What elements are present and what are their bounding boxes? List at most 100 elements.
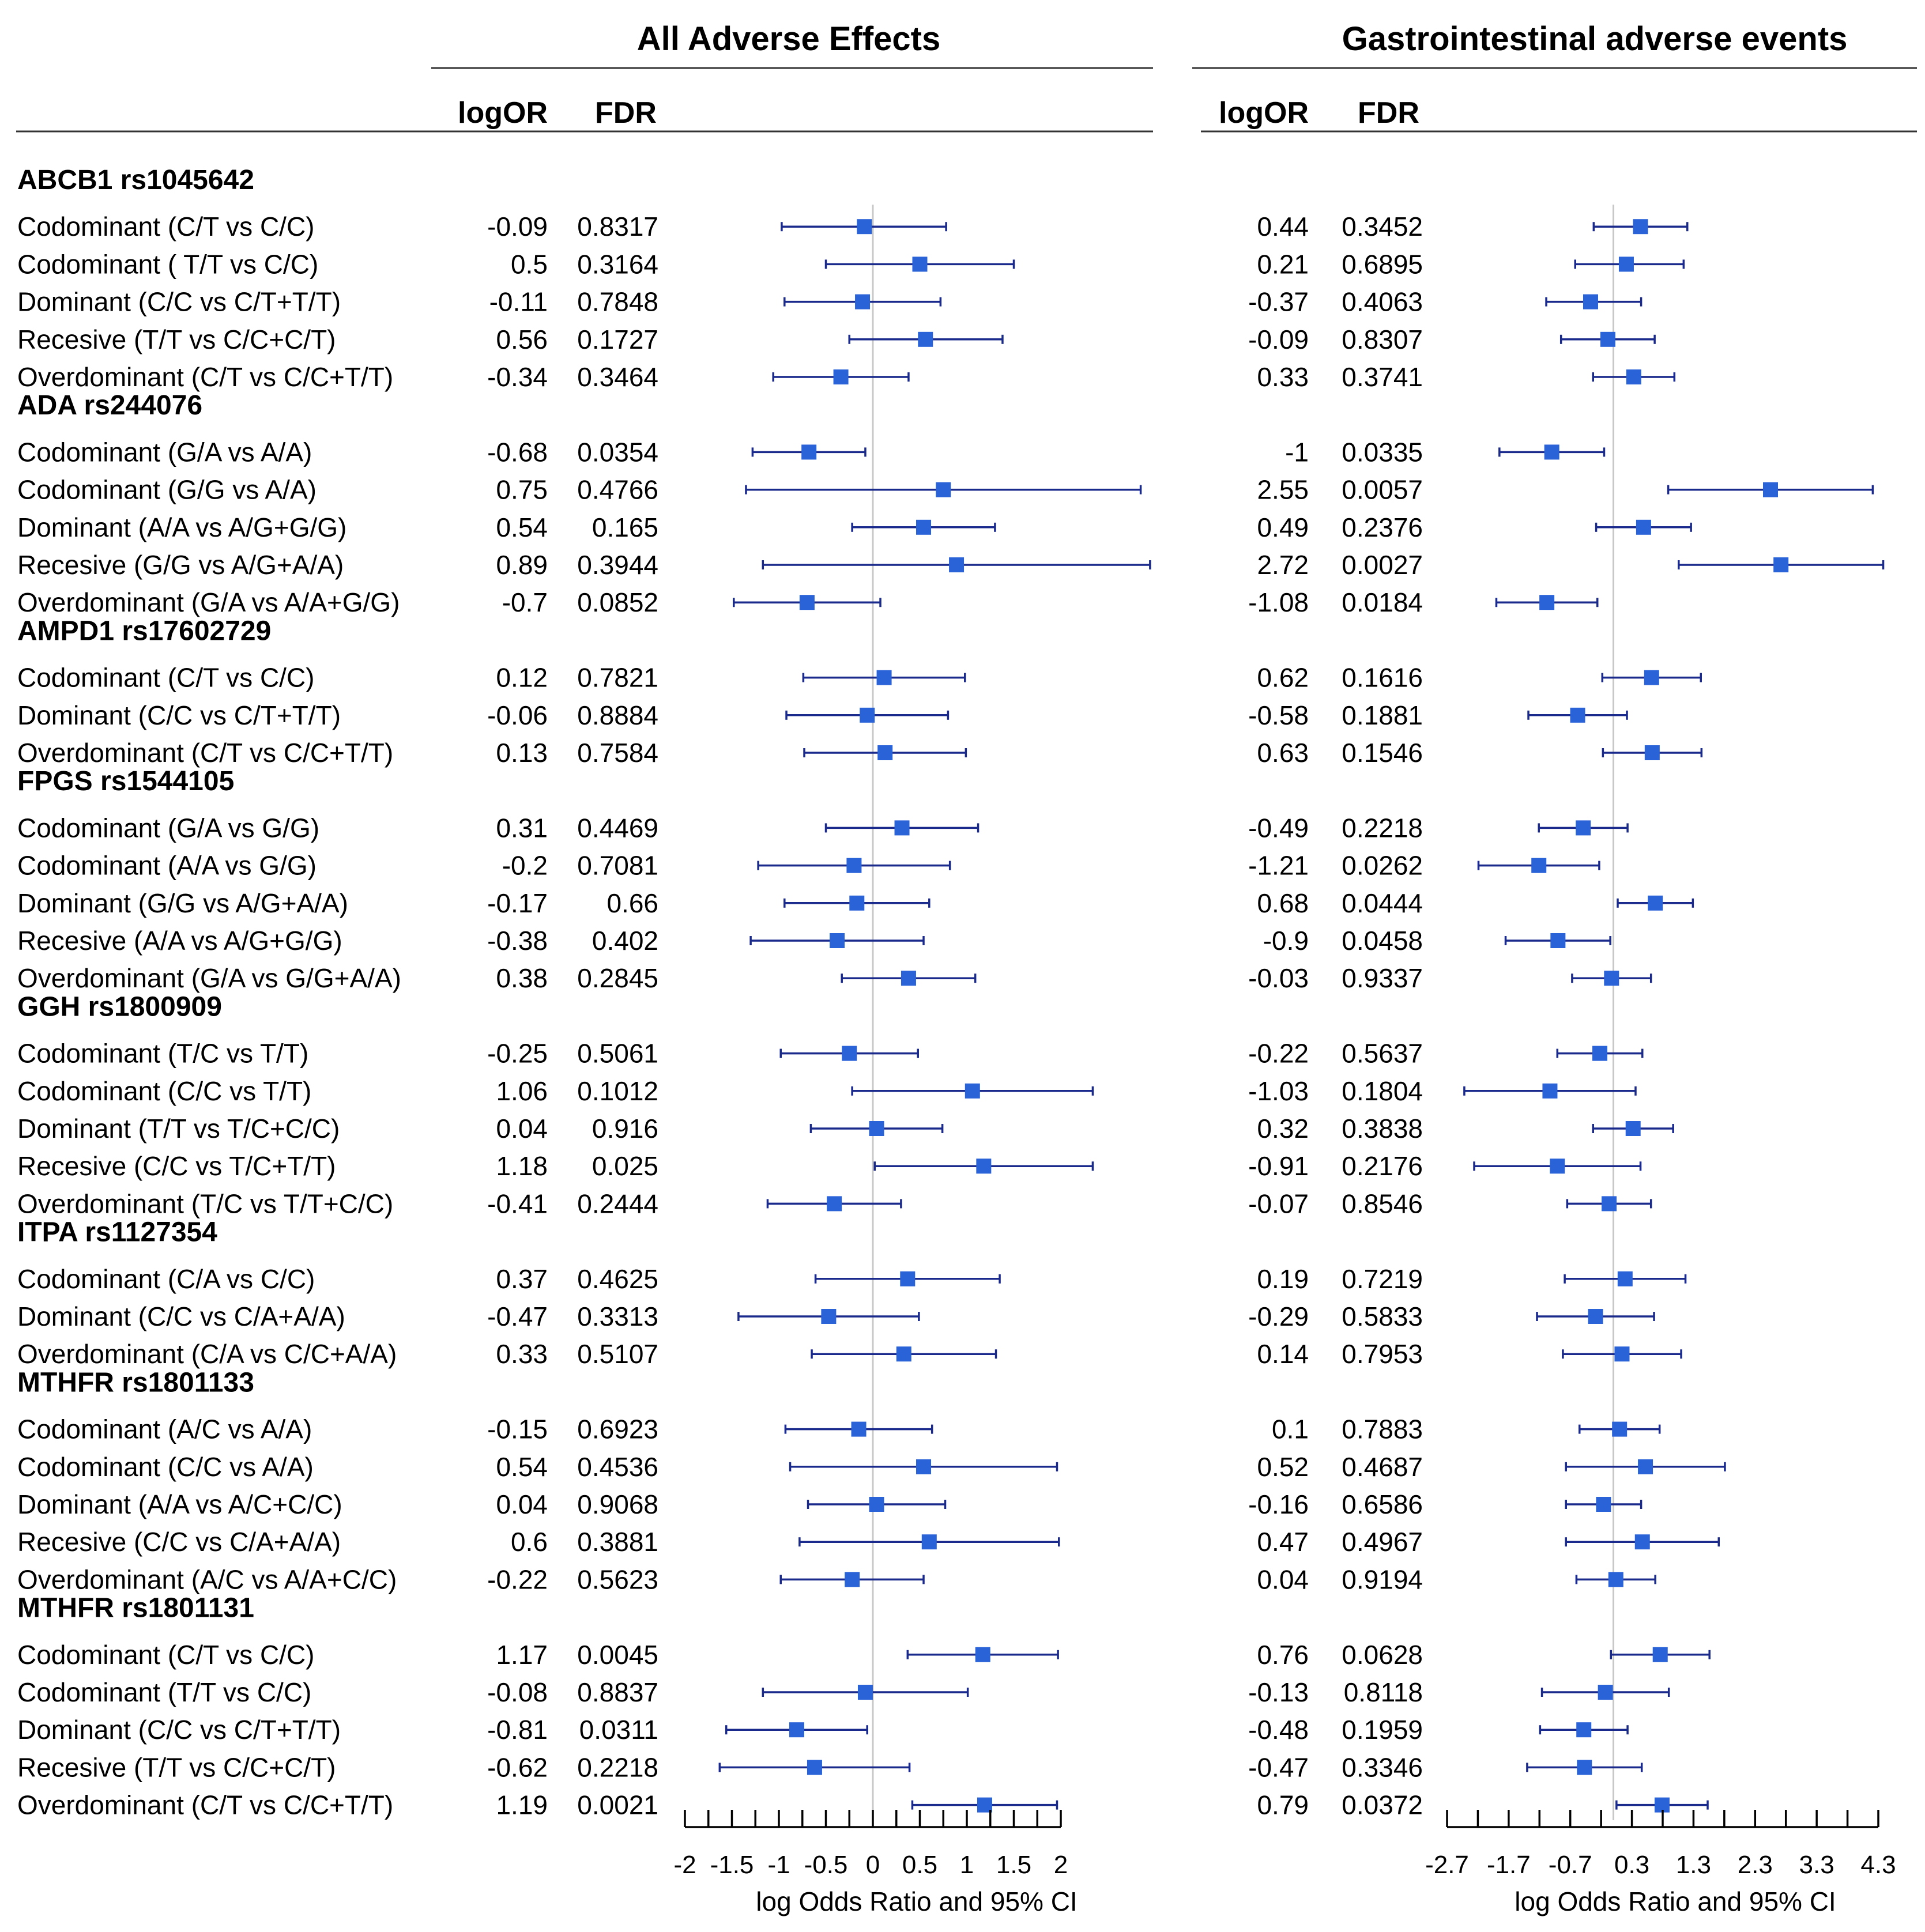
- fdr-value: 0.7883: [1342, 1414, 1423, 1444]
- row-label: Codominant (T/T vs C/C): [17, 1677, 311, 1707]
- point-estimate-marker: [1614, 1346, 1630, 1362]
- point-estimate-marker: [916, 1459, 932, 1474]
- row-label: Recesive (T/T vs C/C+C/T): [17, 1752, 336, 1782]
- point-estimate-marker: [1633, 219, 1648, 235]
- logor-value: -0.07: [1248, 1188, 1309, 1218]
- point-estimate-marker: [801, 444, 817, 460]
- logor-value: -0.81: [487, 1715, 548, 1745]
- point-estimate-marker: [1618, 256, 1634, 272]
- point-estimate-marker: [965, 1083, 980, 1099]
- col-header-fdr-left: FDR: [595, 96, 657, 130]
- logor-value: -0.25: [487, 1039, 548, 1069]
- point-estimate-marker: [842, 1046, 857, 1061]
- tick-label: -1.7: [1487, 1851, 1531, 1879]
- row-label: Codominant (C/T vs C/C): [17, 663, 315, 693]
- row-label: Overdominant (C/A vs C/C+A/A): [17, 1339, 397, 1369]
- logor-value: 0.04: [496, 1489, 548, 1519]
- row-label: Recesive (T/T vs C/C+C/T): [17, 324, 336, 354]
- point-estimate-marker: [1608, 1572, 1623, 1587]
- fdr-value: 0.0354: [577, 437, 658, 467]
- fdr-value: 0.2845: [577, 963, 658, 993]
- fdr-value: 0.66: [606, 888, 658, 918]
- row-label: Codominant (C/T vs C/C): [17, 212, 315, 242]
- x-axis-gastrointestinal: -2.7 -1.7 -0.7 0.3 1.3 2.3 3.3 4.3: [1425, 1810, 1896, 1879]
- fdr-value: 0.3944: [577, 550, 658, 580]
- gene-label: AMPD1 rs17602729: [17, 616, 271, 646]
- row-label: Recesive (C/C vs T/C+T/T): [17, 1151, 336, 1181]
- row-label: Dominant (G/G vs A/G+A/A): [17, 888, 348, 918]
- point-estimate-marker: [912, 256, 928, 272]
- fdr-value: 0.6895: [1342, 249, 1423, 279]
- x-axis-title-left: log Odds Ratio and 95% CI: [756, 1886, 1077, 1916]
- fdr-value: 0.0335: [1342, 437, 1423, 467]
- point-estimate-marker: [975, 1647, 990, 1662]
- point-estimate-marker: [869, 1121, 884, 1136]
- logor-value: 0.75: [496, 475, 548, 505]
- row-label: Recesive (C/C vs C/A+A/A): [17, 1527, 341, 1557]
- fdr-value: 0.4766: [577, 475, 658, 505]
- logor-value: 0.14: [1257, 1339, 1309, 1369]
- point-estimate-marker: [1550, 1159, 1565, 1174]
- gene-label: MTHFR rs1801133: [17, 1367, 254, 1398]
- logor-value: -0.68: [487, 437, 548, 467]
- point-estimate-marker: [918, 331, 933, 347]
- logor-value: -0.37: [1248, 287, 1309, 317]
- logor-value: -1: [1285, 437, 1309, 467]
- fdr-value: 0.1959: [1342, 1715, 1423, 1745]
- logor-value: -0.48: [1248, 1715, 1309, 1745]
- logor-value: -0.62: [487, 1752, 548, 1782]
- point-estimate-marker: [1773, 557, 1789, 572]
- fdr-value: 0.7584: [577, 738, 658, 768]
- row-label: Overdominant (C/T vs C/C+T/T): [17, 738, 393, 768]
- fdr-value: 0.0852: [577, 587, 658, 617]
- fdr-value: 0.3346: [1342, 1752, 1423, 1782]
- tick-label: -2: [673, 1851, 696, 1879]
- logor-value: 0.52: [1257, 1452, 1309, 1482]
- tick-label: -0.5: [804, 1851, 848, 1879]
- point-estimate-marker: [1588, 1309, 1603, 1324]
- point-estimate-marker: [799, 595, 815, 610]
- point-estimate-marker: [877, 745, 893, 760]
- x-axis-all-adverse: -2 -1.5 -1 -0.5 0 0.5 1 1.5 2: [673, 1810, 1068, 1879]
- point-estimate-marker: [1592, 1046, 1608, 1061]
- tick-label: 4.3: [1860, 1851, 1896, 1879]
- tick-label: 0: [866, 1851, 880, 1879]
- logor-value: -1.08: [1248, 587, 1309, 617]
- logor-value: -0.22: [1248, 1039, 1309, 1069]
- row-label: Overdominant (C/T vs C/C+T/T): [17, 1790, 393, 1820]
- fdr-value: 0.0444: [1342, 888, 1423, 918]
- fdr-value: 0.9068: [577, 1489, 658, 1519]
- logor-value: -0.47: [1248, 1752, 1309, 1782]
- row-label: Overdominant (G/A vs A/A+G/G): [17, 587, 400, 617]
- logor-value: -0.09: [1248, 324, 1309, 354]
- point-estimate-marker: [949, 557, 965, 572]
- logor-value: 0.33: [496, 1339, 548, 1369]
- logor-value: -0.16: [1248, 1489, 1309, 1519]
- gene-label: FPGS rs1544105: [17, 766, 234, 797]
- point-estimate-marker: [1617, 1271, 1633, 1286]
- fdr-value: 0.7821: [577, 663, 658, 693]
- logor-value: 2.72: [1257, 550, 1309, 580]
- fdr-value: 0.025: [592, 1151, 658, 1181]
- logor-value: -1.21: [1248, 851, 1309, 881]
- point-estimate-marker: [1576, 1722, 1592, 1738]
- point-estimate-marker: [860, 707, 875, 723]
- point-estimate-marker: [1598, 1685, 1613, 1700]
- point-estimate-marker: [851, 1421, 867, 1437]
- fdr-value: 0.4063: [1342, 287, 1423, 317]
- fdr-value: 0.1727: [577, 324, 658, 354]
- panel-title-gastrointestinal: Gastrointestinal adverse events: [1342, 20, 1848, 58]
- logor-value: 0.33: [1257, 362, 1309, 392]
- fdr-value: 0.1881: [1342, 700, 1423, 730]
- point-estimate-marker: [894, 820, 910, 836]
- point-estimate-marker: [1596, 1497, 1611, 1512]
- point-estimate-marker: [1539, 595, 1555, 610]
- fdr-value: 0.402: [592, 926, 658, 956]
- row-label: Dominant (A/A vs A/C+C/C): [17, 1489, 342, 1519]
- fdr-value: 0.0021: [577, 1790, 658, 1820]
- row-label: Dominant (C/C vs C/T+T/T): [17, 287, 341, 317]
- row-label: Overdominant (A/C vs A/A+C/C): [17, 1564, 397, 1594]
- tick-label: 0.3: [1614, 1851, 1649, 1879]
- tick-label: 3.3: [1799, 1851, 1834, 1879]
- gene-label: ADA rs244076: [17, 390, 202, 421]
